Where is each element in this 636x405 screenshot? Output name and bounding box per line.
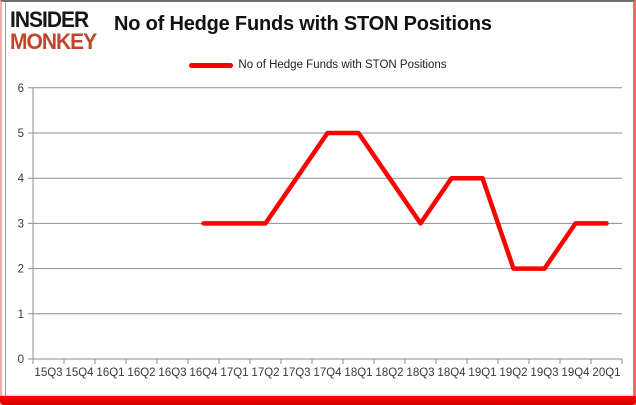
x-tick-label: 17Q1 [220,367,248,379]
y-tick-label: 6 [18,83,24,95]
x-axis-labels: 15Q3 15Q4 16Q1 16Q2 16Q3 16Q4 17Q1 17Q2 17Q3 17Q4… [34,367,620,379]
x-tick-label: 18Q3 [406,367,434,379]
y-tick-label: 2 [18,264,24,276]
y-tick-label: 3 [18,218,24,230]
y-tick-label: 0 [18,354,24,366]
series-line [201,130,609,271]
gridlines [28,87,622,360]
logo-line-monkey: MONKEY [10,30,97,55]
x-tick-label: 19Q2 [499,367,527,379]
x-tick-label: 17Q4 [313,367,342,379]
x-tick-label: 17Q3 [282,367,310,379]
y-tick-label: 4 [18,173,25,185]
x-tick-label: 16Q3 [158,367,186,379]
bottom-red-bar [0,396,636,405]
x-tick-label: 19Q1 [468,367,496,379]
y-tick-label: 1 [18,309,24,321]
x-tick-label: 20Q1 [592,367,620,379]
x-tick-label: 18Q1 [344,367,372,379]
x-tick-label: 19Q3 [530,367,558,379]
logo-line-insider: INSIDER [10,7,89,33]
chart-legend: No of Hedge Funds with STON Positions [0,56,636,74]
x-tick-label: 16Q4 [189,367,218,379]
x-tick-label: 18Q2 [375,367,403,379]
y-axis-labels: 0 1 2 3 4 5 6 [18,83,25,366]
x-tick-label: 15Q4 [65,367,94,379]
x-tick-label: 16Q1 [96,367,124,379]
chart-title: No of Hedge Funds with STON Positions [114,13,492,35]
axis-ticks [32,359,623,364]
x-tick-label: 18Q4 [437,367,466,379]
x-tick-label: 15Q3 [34,367,62,379]
x-tick-label: 19Q4 [561,367,590,379]
y-tick-label: 5 [18,128,24,140]
x-tick-label: 16Q2 [127,367,155,379]
legend-label: No of Hedge Funds with STON Positions [238,59,447,71]
legend-line-swatch [189,62,234,68]
insider-monkey-logo: INSIDER MONKEY [10,9,118,53]
x-tick-label: 17Q2 [251,367,279,379]
